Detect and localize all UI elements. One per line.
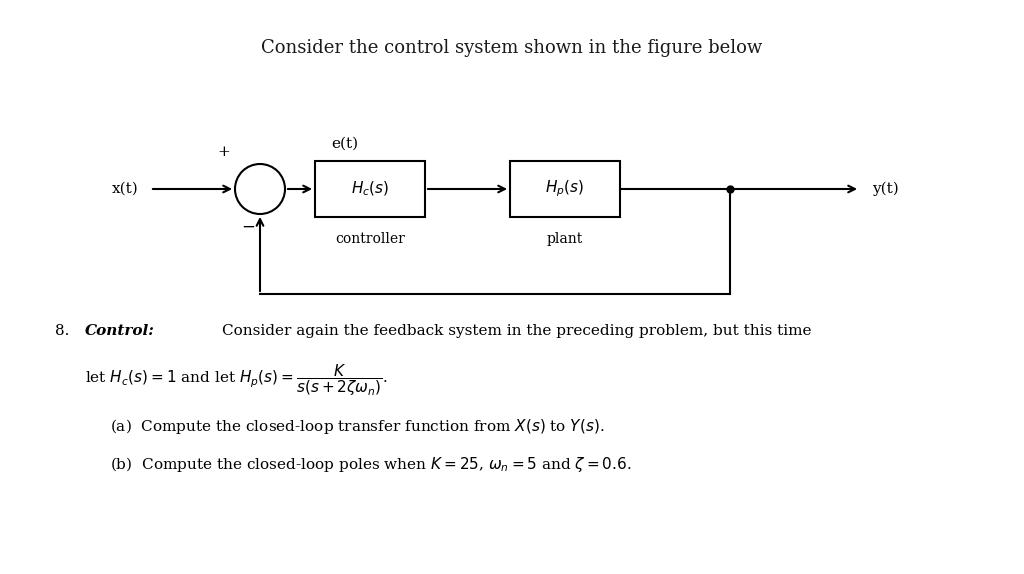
Text: +: + [217,145,230,159]
Text: controller: controller [335,232,404,246]
Text: Consider the control system shown in the figure below: Consider the control system shown in the… [261,39,763,57]
Text: $H_p(s)$: $H_p(s)$ [546,179,585,199]
Text: e(t): e(t) [332,137,358,151]
Text: let $H_c(s) = 1$ and let $H_p(s) = \dfrac{K}{s(s+2\zeta\omega_n)}$.: let $H_c(s) = 1$ and let $H_p(s) = \dfra… [85,362,388,398]
Text: (b)  Compute the closed-loop poles when $K = 25$, $\omega_n = 5$ and $\zeta = 0.: (b) Compute the closed-loop poles when $… [110,455,632,474]
Text: (a)  Compute the closed-loop transfer function from $X(s)$ to $Y(s)$.: (a) Compute the closed-loop transfer fun… [110,417,604,436]
Text: −: − [241,219,255,236]
Text: $H_c(s)$: $H_c(s)$ [351,180,389,198]
FancyBboxPatch shape [315,161,425,217]
Text: x(t): x(t) [112,182,138,196]
Text: Control:: Control: [85,324,155,338]
Text: plant: plant [547,232,583,246]
Text: Consider again the feedback system in the preceding problem, but this time: Consider again the feedback system in th… [222,324,811,338]
Circle shape [234,164,285,214]
Text: y(t): y(t) [871,182,898,196]
FancyBboxPatch shape [510,161,620,217]
Text: 8.: 8. [55,324,70,338]
